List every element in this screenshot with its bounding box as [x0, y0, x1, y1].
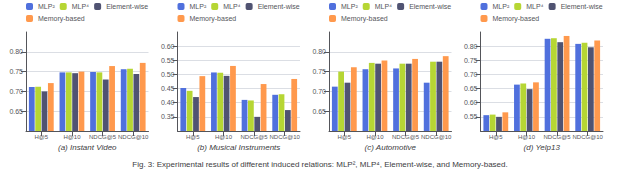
svg-text:0.75: 0.75	[9, 68, 23, 75]
svg-text:0.60: 0.60	[161, 43, 175, 50]
svg-text:Element-wise: Element-wise	[409, 3, 451, 10]
svg-text:MLP⁴: MLP⁴	[526, 3, 543, 10]
svg-text:MLP²: MLP²	[493, 3, 510, 10]
svg-text:H@5: H@5	[186, 134, 200, 140]
svg-text:H@5: H@5	[337, 134, 351, 140]
svg-text:NDCG@5: NDCG@5	[89, 134, 117, 140]
svg-text:NDCG@10: NDCG@10	[572, 134, 603, 140]
svg-text:Memory-based: Memory-based	[341, 15, 388, 23]
svg-text:(a) Instant Video: (a) Instant Video	[58, 143, 117, 152]
svg-text:0.65: 0.65	[312, 108, 326, 115]
svg-text:Element-wise: Element-wise	[561, 3, 603, 10]
svg-text:0.60: 0.60	[464, 99, 478, 106]
svg-text:MLP⁴: MLP⁴	[223, 3, 240, 10]
svg-text:MLP⁴: MLP⁴	[375, 3, 392, 10]
svg-text:H@10: H@10	[518, 134, 536, 140]
svg-text:H@5: H@5	[34, 134, 48, 140]
svg-text:H@10: H@10	[366, 134, 384, 140]
svg-text:NDCG@5: NDCG@5	[392, 134, 420, 140]
svg-text:Fig. 3: Experimental results o: Fig. 3: Experimental results of differen…	[132, 160, 507, 169]
svg-text:NDCG@10: NDCG@10	[421, 134, 452, 140]
svg-text:H@10: H@10	[215, 134, 233, 140]
svg-text:NDCG@10: NDCG@10	[269, 134, 300, 140]
svg-text:NDCG@5: NDCG@5	[544, 134, 572, 140]
svg-text:(d) Yelp13: (d) Yelp13	[524, 143, 561, 152]
svg-text:MLP⁴: MLP⁴	[72, 3, 89, 10]
svg-text:Element-wise: Element-wise	[258, 3, 300, 10]
svg-text:MLP²: MLP²	[190, 3, 207, 10]
svg-text:0.65: 0.65	[464, 85, 478, 92]
svg-text:0.70: 0.70	[312, 88, 326, 95]
svg-text:Memory-based: Memory-based	[190, 15, 237, 23]
svg-text:Memory-based: Memory-based	[493, 15, 540, 23]
svg-text:Memory-based: Memory-based	[38, 15, 85, 23]
svg-text:0.70: 0.70	[464, 71, 478, 78]
svg-text:H@10: H@10	[63, 134, 81, 140]
svg-text:0.45: 0.45	[161, 85, 175, 92]
svg-text:0.55: 0.55	[161, 57, 175, 64]
svg-text:MLP²: MLP²	[341, 3, 358, 10]
svg-text:(c) Automotive: (c) Automotive	[365, 143, 417, 152]
svg-text:(b) Musical Instruments: (b) Musical Instruments	[197, 143, 280, 152]
svg-text:NDCG@10: NDCG@10	[118, 134, 149, 140]
svg-text:0.55: 0.55	[464, 113, 478, 120]
svg-text:NDCG@5: NDCG@5	[241, 134, 269, 140]
svg-text:0.50: 0.50	[161, 71, 175, 78]
svg-text:0.35: 0.35	[161, 113, 175, 120]
svg-text:Element-wise: Element-wise	[106, 3, 148, 10]
svg-text:MLP²: MLP²	[38, 3, 55, 10]
svg-text:0.70: 0.70	[9, 88, 23, 95]
svg-text:0.75: 0.75	[312, 68, 326, 75]
svg-text:0.80: 0.80	[464, 43, 478, 50]
svg-text:H@5: H@5	[489, 134, 503, 140]
svg-text:0.80: 0.80	[9, 48, 23, 55]
svg-text:0.75: 0.75	[464, 57, 478, 64]
svg-text:0.65: 0.65	[9, 108, 23, 115]
svg-text:0.40: 0.40	[161, 99, 175, 106]
svg-text:0.80: 0.80	[312, 48, 326, 55]
